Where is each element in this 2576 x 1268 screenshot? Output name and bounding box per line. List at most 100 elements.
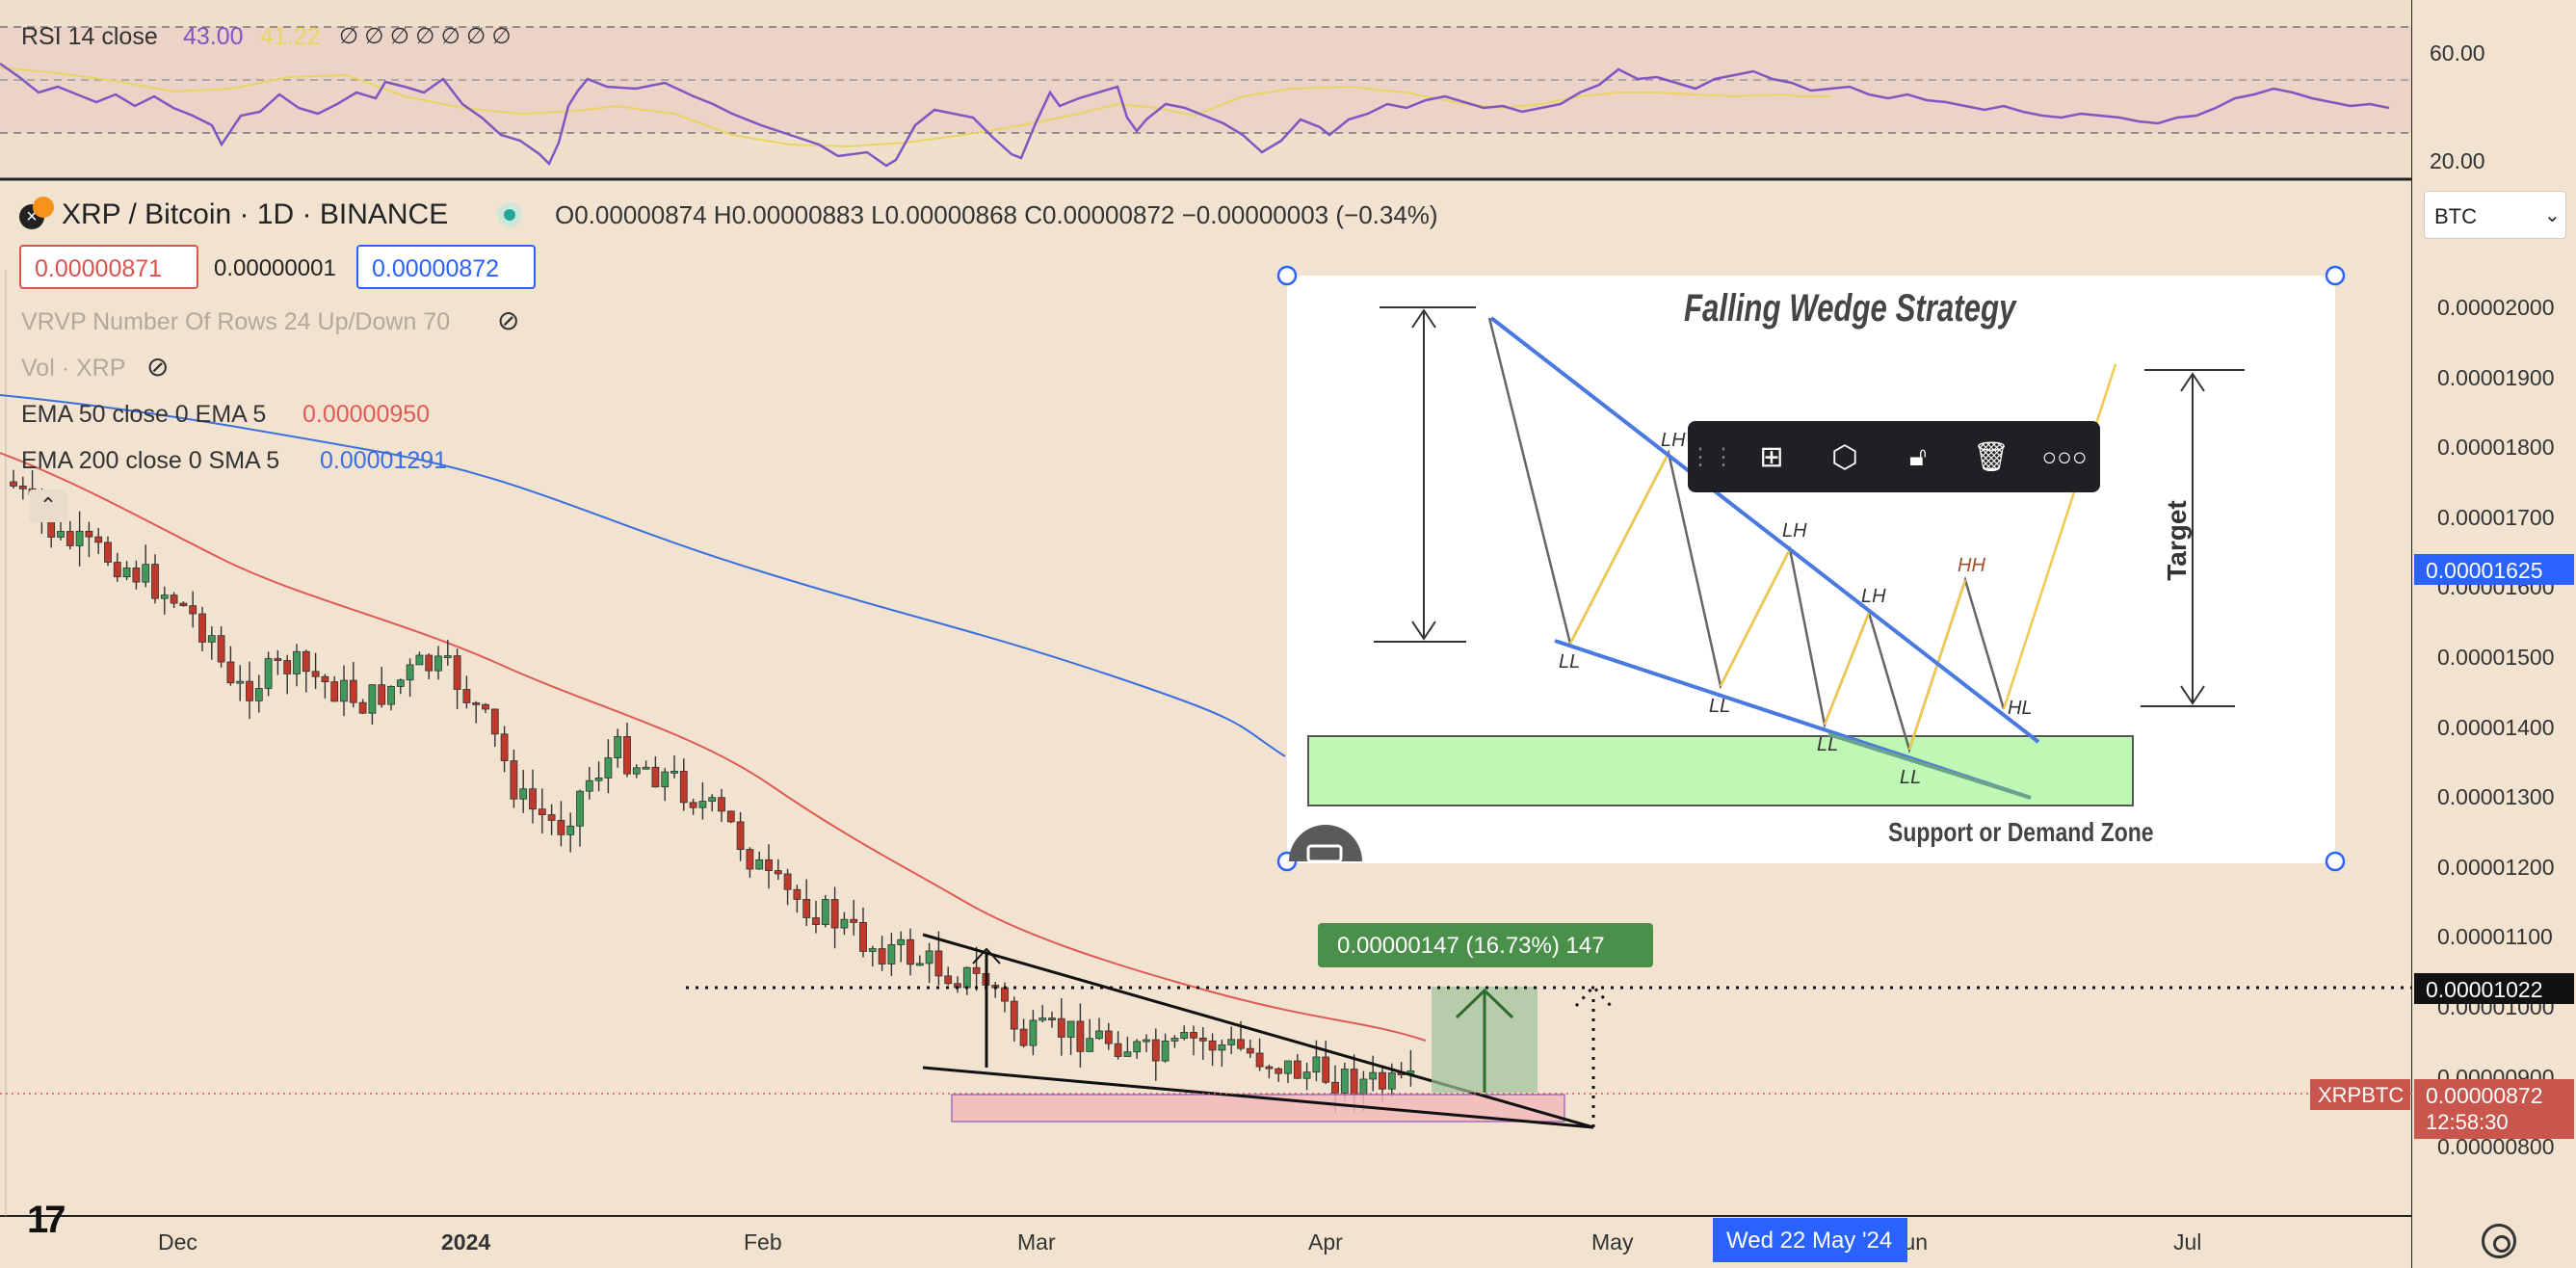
candle-body <box>142 564 150 583</box>
candle-body <box>132 568 141 583</box>
bid-price-box[interactable]: 0.00000871 <box>19 245 198 289</box>
price-tick-label: 0.00001500 <box>2437 645 2555 670</box>
visibility-settings-icon[interactable]: ⬡ <box>1831 439 1858 474</box>
point-label: HL <box>2008 698 2033 719</box>
point-label: LH <box>1861 586 1886 607</box>
vrvp-hidden-icon[interactable]: ⊘ <box>497 305 520 335</box>
candle-body <box>226 661 235 684</box>
candle-body <box>557 820 565 835</box>
drag-handle-icon[interactable]: ⋮⋮ <box>1689 443 1735 470</box>
candle-body <box>689 802 697 808</box>
candle-body <box>1133 1041 1142 1053</box>
price-tick-label: 0.00001700 <box>2437 504 2555 530</box>
candle-body <box>406 664 414 681</box>
candle-body <box>510 760 518 800</box>
unlock-icon[interactable]: 🔓︎ <box>1908 440 1928 471</box>
candle-body <box>1095 1030 1103 1040</box>
candle-body <box>576 790 584 827</box>
candle-body <box>387 686 395 705</box>
more-options-icon[interactable]: ○○○ <box>2041 441 2088 471</box>
ema200-legend[interactable]: EMA 200 close 0 SMA 5 <box>21 447 280 474</box>
candle-body <box>774 870 782 875</box>
ema200-line <box>0 394 1286 757</box>
point-label: LL <box>1900 767 1922 788</box>
candle-body <box>1387 1072 1396 1090</box>
candle-body <box>1379 1071 1386 1090</box>
candle-body <box>594 778 603 781</box>
candle-body <box>1010 1000 1018 1030</box>
point-label: LL <box>1559 651 1581 673</box>
candle-body <box>254 688 263 701</box>
candle-body <box>623 736 631 775</box>
candle-body <box>1151 1039 1160 1062</box>
candle-body <box>726 810 735 823</box>
candle-body <box>283 660 292 674</box>
collapse-legend-button[interactable]: ⌃ <box>29 489 67 522</box>
price-tick-label: 0.00001100 <box>2437 924 2553 950</box>
candle-body <box>1180 1032 1189 1039</box>
candle-body <box>264 658 273 689</box>
camera-icon <box>1289 825 1362 863</box>
candle-body <box>66 531 74 546</box>
candle-body <box>1143 1039 1150 1043</box>
candle-body <box>1218 1044 1226 1051</box>
candle-body <box>878 948 886 964</box>
rsi-title[interactable]: RSI 14 close <box>21 23 158 50</box>
candle-body <box>1048 1017 1056 1020</box>
candle-body <box>642 766 650 770</box>
ema50-legend[interactable]: EMA 50 close 0 EMA 5 <box>21 401 267 428</box>
candle-body <box>793 888 802 900</box>
candle-body <box>1038 1017 1047 1021</box>
trash-icon[interactable]: 🗑︎ <box>1972 440 2011 473</box>
candle-body <box>915 963 924 966</box>
add-to-favorites-icon[interactable]: ⊞ <box>1759 440 1784 473</box>
candle-body <box>1237 1039 1245 1049</box>
candle-body <box>94 536 103 543</box>
tradingview-logo[interactable]: 17 <box>27 1199 66 1241</box>
settings-icon[interactable] <box>2482 1224 2516 1258</box>
candle-body <box>293 650 301 674</box>
candle-body <box>1190 1032 1197 1039</box>
price-tick-label: 0.00001300 <box>2437 784 2555 810</box>
candle-body <box>1161 1041 1170 1062</box>
candle-body <box>1350 1069 1358 1096</box>
market-status-icon <box>497 202 522 227</box>
candle-body <box>75 530 84 546</box>
candle-body <box>330 681 339 702</box>
volume-legend[interactable]: Vol · XRP <box>21 355 126 382</box>
spread-value: 0.00000001 <box>214 255 336 281</box>
candle-body <box>519 788 528 800</box>
candle-body <box>217 635 225 663</box>
currency-select[interactable]: BTC ⌄ <box>2424 191 2566 239</box>
target-price-badge: 0.00001022 <box>2414 973 2574 1004</box>
vrvp-legend[interactable]: VRVP Number Of Rows 24 Up/Down 70 <box>21 308 451 335</box>
candle-body <box>113 562 121 578</box>
time-tick-label: Apr <box>1308 1229 1343 1255</box>
candle-body <box>1227 1039 1236 1045</box>
price-tick-label: 0.00001200 <box>2437 854 2555 880</box>
ask-price-box[interactable]: 0.00000872 <box>356 245 536 289</box>
candle-body <box>651 766 660 788</box>
candle-body <box>614 736 622 758</box>
candle-body <box>472 702 481 705</box>
candle-body <box>907 938 914 965</box>
candle-body <box>321 675 329 682</box>
rsi-scale-60: 60.00 <box>2430 40 2485 66</box>
candle-body <box>1001 987 1009 1002</box>
candle-body <box>1029 1019 1038 1046</box>
candle-body <box>368 684 377 714</box>
candle-body <box>746 849 754 870</box>
candle-body <box>840 918 849 929</box>
candle-body <box>897 938 906 945</box>
candle-body <box>604 757 613 779</box>
candle-body <box>10 481 17 487</box>
symbol-title[interactable]: XRP / Bitcoin · 1D · BINANCE <box>62 198 449 230</box>
candle-body <box>1265 1066 1274 1070</box>
candle-body <box>85 530 93 538</box>
candle-body <box>104 542 112 563</box>
point-label: LL <box>1817 734 1839 755</box>
candle-body <box>1170 1038 1179 1042</box>
candle-body <box>160 594 169 599</box>
volume-hidden-icon[interactable]: ⊘ <box>146 352 170 382</box>
